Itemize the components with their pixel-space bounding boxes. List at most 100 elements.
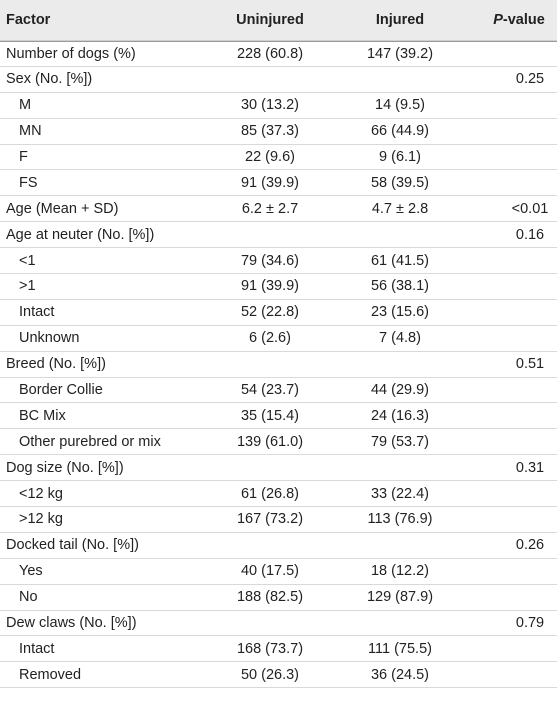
cell-injured: 44 (29.9) [370,382,430,399]
table-row: Dew claws (No. [%]) 0.79 [0,611,557,637]
cell-injured: 4.7 ± 2.8 [371,200,429,217]
cell-uninjured: 188 (82.5) [236,589,304,606]
table-row: FS 91 (39.9) 58 (39.5) [0,170,557,197]
table-row: MN 85 (37.3) 66 (44.9) [0,119,557,145]
cell-factor: Age (Mean + SD) [6,200,119,217]
table-row: Sex (No. [%]) 0.25 [0,67,557,93]
cell-uninjured: 79 (34.6) [240,252,300,269]
cell-injured: 33 (22.4) [370,485,430,502]
cell-injured: 58 (39.5) [370,174,430,191]
cell-factor: FS [19,174,38,191]
cell-injured: 36 (24.5) [370,666,430,683]
table-row: <1 79 (34.6) 61 (41.5) [0,248,557,275]
table-row: Dog size (No. [%]) 0.31 [0,455,557,482]
table-row: Breed (No. [%]) 0.51 [0,352,557,378]
table-row: Docked tail (No. [%]) 0.26 [0,533,557,559]
cell-factor: F [19,149,28,165]
table-row: Age (Mean + SD) 6.2 ± 2.7 4.7 ± 2.8 <0.01 [0,196,557,223]
cell-injured: 14 (9.5) [375,97,425,114]
cell-factor: Number of dogs (%) [6,45,136,62]
cell-uninjured: 22 (9.6) [245,149,295,165]
table-row: Number of dogs (%) 228 (60.8) 147 (39.2) [0,41,557,67]
cell-uninjured: 167 (73.2) [236,511,304,528]
cell-injured: 111 (75.5) [368,640,432,657]
table-row: Removed 50 (26.3) 36 (24.5) [0,662,557,689]
cell-uninjured: 30 (13.2) [240,97,300,114]
cell-factor: Intact [19,640,55,657]
header-p-value: P-value [493,12,545,28]
table-row: Yes 40 (17.5) 18 (12.2) [0,559,557,585]
cell-factor: Border Collie [19,382,103,399]
table-row: >1 91 (39.9) 56 (38.1) [0,274,557,300]
cell-factor: Docked tail (No. [%]) [6,537,139,554]
cell-injured: 9 (6.1) [379,149,421,165]
table-row: >12 kg 167 (73.2) 113 (76.9) [0,507,557,533]
cell-uninjured: 35 (15.4) [240,407,300,424]
cell-factor: >12 kg [19,511,63,528]
cell-factor: Removed [19,666,82,683]
table-row: BC Mix 35 (15.4) 24 (16.3) [0,403,557,430]
cell-injured: 147 (39.2) [366,45,434,62]
cell-factor: Unknown [19,330,80,347]
table-row: <12 kg 61 (26.8) 33 (22.4) [0,481,557,508]
cell-factor: M [19,97,32,114]
cell-factor: Yes [19,563,43,580]
cell-uninjured: 6.2 ± 2.7 [241,200,299,217]
table-body: Number of dogs (%) 228 (60.8) 147 (39.2) Se… [0,41,557,689]
cell-uninjured: 139 (61.0) [236,433,304,450]
cell-factor: Intact [19,304,55,321]
cell-uninjured: 50 (26.3) [240,666,300,683]
cell-factor: Dog size (No. [%]) [6,459,124,476]
cell-injured: 66 (44.9) [370,123,430,140]
cell-factor: Sex (No. [%]) [6,71,93,88]
table-row: Age at neuter (No. [%]) 0.16 [0,222,557,249]
header-p-suffix: -value [502,12,545,28]
cell-p-value: 0.16 [515,226,545,243]
table-row: Intact 168 (73.7) 111 (75.5) [0,636,557,663]
cell-injured: 23 (15.6) [370,304,430,321]
cell-factor: <12 kg [19,485,63,502]
cell-uninjured: 91 (39.9) [240,174,300,191]
cell-factor: MN [19,123,42,140]
cell-injured: 56 (38.1) [370,278,430,295]
cell-uninjured: 52 (22.8) [240,304,300,321]
cell-uninjured: 40 (17.5) [240,563,300,580]
cell-injured: 7 (4.8) [379,330,421,347]
header-p-letter: P [493,12,503,28]
cell-factor: Age at neuter (No. [%]) [6,226,155,243]
cell-uninjured: 54 (23.7) [240,382,300,399]
cell-p-value: 0.26 [515,537,545,554]
cell-injured: 24 (16.3) [370,407,430,424]
cell-p-value: <0.01 [511,200,549,217]
cell-uninjured: 85 (37.3) [240,123,300,140]
cell-uninjured: 6 (2.6) [249,330,291,347]
cell-factor: No [19,589,38,606]
table-row: Other purebred or mix 139 (61.0) 79 (53.7) [0,429,557,456]
cell-uninjured: 91 (39.9) [240,278,300,295]
cell-factor: Breed (No. [%]) [6,356,106,373]
table-row: M 30 (13.2) 14 (9.5) [0,93,557,119]
cell-injured: 113 (76.9) [367,511,433,528]
cell-factor: Dew claws (No. [%]) [6,615,137,632]
cell-injured: 79 (53.7) [370,433,430,450]
cell-p-value: 0.31 [515,459,545,476]
table-header: Factor Uninjured Injured P-value [0,0,557,41]
cell-injured: 18 (12.2) [370,563,430,580]
cell-factor: BC Mix [19,407,66,424]
cell-factor: >1 [19,278,36,295]
cell-factor: Other purebred or mix [19,433,161,450]
header-factor: Factor [6,12,51,28]
cell-p-value: 0.25 [515,71,545,88]
cell-factor: <1 [19,252,36,269]
data-table: Factor Uninjured Injured P-value Number … [0,0,557,689]
cell-injured: 61 (41.5) [370,252,430,269]
table-row: F 22 (9.6) 9 (6.1) [0,145,557,171]
table-row: Unknown 6 (2.6) 7 (4.8) [0,326,557,352]
table-row: Border Collie 54 (23.7) 44 (29.9) [0,378,557,404]
cell-uninjured: 228 (60.8) [236,45,304,62]
table-row: Intact 52 (22.8) 23 (15.6) [0,300,557,326]
cell-p-value: 0.79 [515,615,545,632]
header-injured: Injured [375,12,425,28]
cell-uninjured: 61 (26.8) [240,485,300,502]
header-uninjured: Uninjured [236,12,304,28]
